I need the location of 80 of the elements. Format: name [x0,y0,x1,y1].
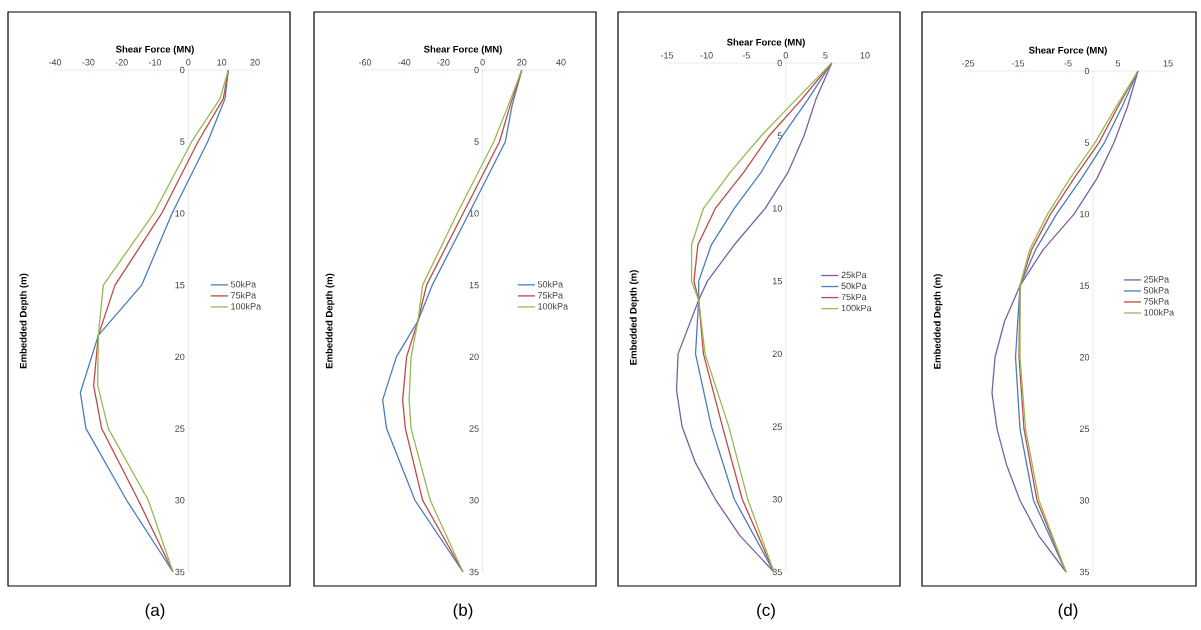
legend-label: 50kPa [230,280,257,288]
legend-label: 75kPa [537,291,564,299]
y-tick-label: 20 [469,353,479,361]
x-tick-label: 0 [480,59,485,66]
x-tick-label: 20 [250,59,260,66]
text: (b) [453,603,473,620]
legend-label: 50kPa [1143,286,1170,294]
x-tick-label: 20 [517,59,527,66]
x-tick-label: 0 [186,59,191,66]
x-tick-label: 5 [823,52,828,59]
y-tick-label: 10 [469,210,479,217]
y-tick-label: 35 [1079,568,1090,576]
y-tick-label: 25 [1079,425,1090,433]
y-tick-label: 5 [180,138,185,145]
y-tick-label: 35 [772,568,782,576]
legend-label: 50kPa [537,280,564,288]
y-tick-label: 25 [175,425,185,432]
y-tick-label: 30 [175,497,185,504]
y-tick-label: 10 [175,210,185,217]
x-tick-label: -5 [742,52,750,59]
y-tick-label: 25 [469,425,479,432]
x-axis-title: Shear Force (MN) [115,45,194,55]
y-axis-title: Embedded Depth (m) [19,273,29,369]
legend-label: 25kPa [841,271,867,279]
x-tick-label: -10 [700,52,713,59]
y-tick-label: 15 [469,282,479,289]
legend-label: 100kPa [841,304,872,312]
x-tick-label: 10 [217,59,227,66]
y-tick-label: 20 [772,350,782,358]
x-tick-label: -15 [660,52,674,59]
x-tick-label: 5 [1115,60,1121,67]
legend-label: 100kPa [1144,308,1175,316]
x-tick-label: -40 [48,59,62,66]
y-tick-label: 30 [469,497,479,504]
y-tick-label: 15 [175,282,185,289]
text: (c) [757,603,775,620]
y-tick-label: 15 [772,278,782,285]
legend-label: 75kPa [231,291,257,299]
x-tick-label: -15 [1011,60,1025,67]
legend-label: 75kPa [1144,297,1170,305]
y-tick-label: 10 [1080,210,1090,218]
y-tick-label: 10 [772,205,782,212]
y-tick-label: 25 [772,423,782,430]
x-tick-label: -20 [115,59,128,66]
text: (d) [1058,603,1078,620]
x-axis-title: Shear Force (MN) [726,38,805,48]
x-tick-label: -40 [398,59,411,66]
y-tick-label: 30 [1079,497,1090,504]
y-tick-label: 0 [1084,67,1090,75]
x-tick-label: 10 [860,52,870,59]
x-tick-label: 40 [556,59,566,66]
x-tick-label: -10 [148,59,162,66]
x-tick-label: -5 [1064,60,1072,67]
y-tick-label: 35 [175,568,185,576]
x-tick-label: -30 [82,59,95,66]
y-tick-label: 20 [1079,354,1090,361]
y-tick-label: 5 [1084,139,1090,146]
legend-label: 100kPa [231,302,262,310]
x-tick-label: -60 [358,59,372,66]
text: (a) [145,603,165,620]
legend-label: 100kPa [538,302,569,310]
x-tick-label: 0 [783,52,788,59]
x-tick-label: 15 [1163,60,1173,67]
y-axis-title: Embedded Depth (m) [933,274,943,369]
y-tick-label: 0 [474,66,479,74]
y-tick-label: 20 [175,353,185,361]
legend-label: 25kPa [1144,275,1170,283]
y-tick-label: 5 [474,138,479,145]
y-tick-label: 30 [772,496,782,503]
x-tick-label: -25 [961,60,975,67]
x-tick-label: -20 [437,59,450,66]
y-tick-label: 0 [180,66,185,74]
legend-label: 75kPa [841,293,867,301]
y-tick-label: 35 [469,568,479,576]
x-axis-title: Shear Force (MN) [1028,46,1107,56]
y-axis-title: Embedded Depth (m) [325,273,335,369]
y-tick-label: 15 [1080,282,1090,289]
x-axis-title: Shear Force (MN) [423,45,502,55]
y-axis-title: Embedded Depth (m) [629,270,639,365]
legend-label: 50kPa [841,282,867,290]
